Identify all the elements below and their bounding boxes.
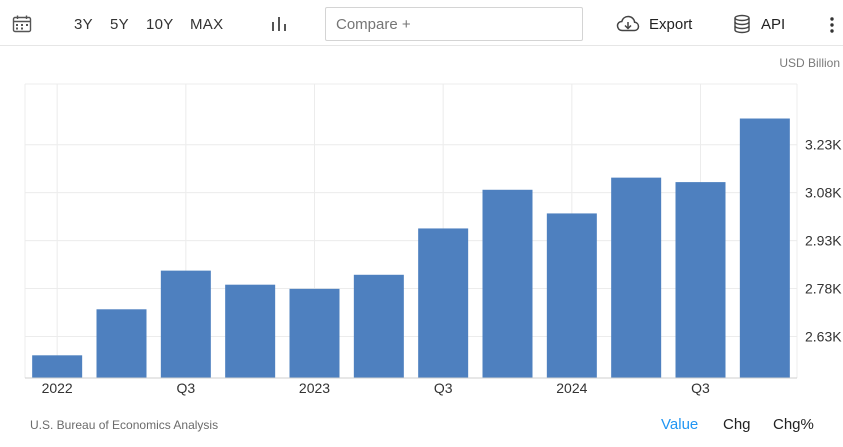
database-icon [734,14,750,34]
export-button[interactable]: Export [616,13,692,35]
x-tick-label: 2023 [299,380,330,396]
source-label: U.S. Bureau of Economics Analysis [30,418,219,432]
bar-2024-q2 [611,177,662,378]
cloud-download-icon [616,15,640,32]
x-tick-label: Q3 [176,380,195,396]
range-3y-button[interactable]: 3Y [74,16,93,33]
bar-2024-q3 [675,182,726,378]
x-tick-label: Q3 [691,380,710,396]
range-10y-button[interactable]: 10Y [146,16,174,33]
tab-chg-percent[interactable]: Chg% [773,416,814,433]
api-button[interactable]: API [733,13,785,35]
export-label: Export [649,15,693,33]
y-tick-label: 2.63K [805,328,842,344]
chart-type-icon[interactable] [270,15,288,33]
tab-value[interactable]: Value [661,416,699,433]
x-tick-label: 2024 [556,380,587,396]
unit-label: USD Billion [779,56,840,70]
bar-2022-q2 [96,309,147,378]
chart-toolbar: 3Y 5Y 10Y MAX Export API [0,0,843,46]
compare-input[interactable] [325,7,583,41]
bar-2022-q4 [225,284,276,378]
range-5y-button[interactable]: 5Y [110,16,129,33]
bar-2023-q4 [482,189,533,378]
bar-2022-q1 [32,355,83,378]
tab-chg[interactable]: Chg [723,416,751,433]
y-tick-label: 3.23K [805,137,842,153]
bar-2024-q1 [546,213,597,378]
more-options-icon[interactable] [824,16,840,34]
bar-2024-q4 [739,118,790,378]
range-max-button[interactable]: MAX [190,16,224,33]
y-tick-label: 2.78K [805,281,842,297]
bar-2023-q1 [289,288,340,378]
api-label: API [761,15,786,33]
bar-2023-q3 [418,228,469,378]
calendar-icon[interactable] [12,14,32,34]
bar-2022-q3 [160,270,211,378]
bar-chart: 2.63K 2.78K 2.93K 3.08K 3.23K 2022 Q3 2023 Q3 202… [24,83,842,396]
y-tick-label: 3.08K [805,185,842,201]
x-tick-label: 2022 [42,380,73,396]
x-tick-label: Q3 [434,380,453,396]
bar-2023-q2 [353,274,404,378]
y-tick-label: 2.93K [805,233,842,249]
